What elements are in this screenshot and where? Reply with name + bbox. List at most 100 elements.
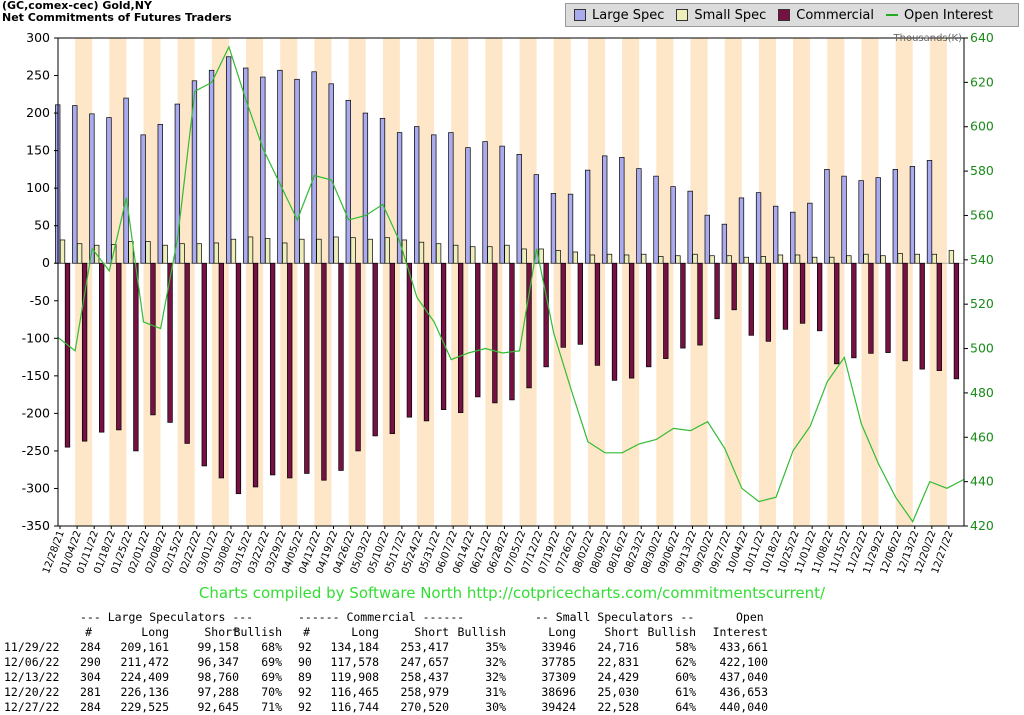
commercial-bar	[953, 262, 960, 380]
small-spec-bar	[282, 242, 288, 264]
table-cell: 70%	[261, 685, 282, 699]
small-spec-bar	[692, 253, 698, 264]
large-spec-bar	[277, 69, 283, 264]
legend-item: Large Spec	[574, 8, 664, 23]
large-spec-bar	[636, 168, 642, 264]
chart-title: (GC,comex-cec) Gold,NY Net Commitments o…	[2, 0, 232, 24]
large-spec-bar	[362, 112, 369, 264]
commercial-bar	[99, 262, 105, 433]
y-left-tick-label: 0	[42, 255, 50, 270]
y-right-tick-label: 520	[970, 296, 994, 311]
chart-title-line-1: (GC,comex-cec) Gold,NY	[2, 0, 152, 12]
small-spec-bar	[145, 241, 151, 264]
commercial-bar	[355, 262, 361, 452]
commercial-bar	[64, 262, 71, 448]
column-header: Long	[351, 625, 379, 639]
y-left-tick-label: 100	[26, 180, 50, 195]
y-right-tick-label: 540	[970, 252, 994, 267]
table-cell: 92	[298, 640, 312, 654]
small-spec-bar	[606, 253, 613, 264]
group-header-large-spec: --- Large Speculators ---	[80, 610, 254, 624]
large-spec-bar	[294, 78, 300, 264]
table-cell: 253,417	[400, 640, 449, 654]
legend-item: Open Interest	[886, 8, 993, 23]
commercial-bar	[475, 262, 481, 398]
table-cell: 119,908	[330, 670, 379, 684]
table-cell: 247,657	[400, 655, 449, 669]
y-right-unit-label: Thousands(K)	[893, 33, 963, 44]
table-cell: 99,158	[197, 640, 239, 654]
small-spec-bar	[760, 256, 767, 264]
small-spec-bar	[504, 244, 510, 264]
y-left-tick-label: -350	[22, 518, 50, 533]
commercial-bar	[919, 262, 925, 370]
commercial-bar	[851, 262, 857, 359]
large-spec-bar	[807, 202, 813, 264]
y-right-tick-label: 640	[970, 30, 994, 45]
large-spec-bar	[755, 192, 762, 264]
commercial-bar	[321, 262, 327, 481]
large-spec-bar	[875, 177, 881, 264]
commercial-bar	[817, 262, 823, 332]
commercial-bar	[834, 262, 840, 365]
y-left-tick-label: 250	[26, 68, 50, 83]
column-header: Bullish	[233, 625, 282, 639]
table-cell: 37785	[541, 655, 576, 669]
small-spec-bar	[829, 256, 835, 264]
table-cell: 258,979	[400, 685, 449, 699]
table-cell: 30%	[485, 700, 506, 714]
table-cell: 226,136	[120, 685, 169, 699]
small-spec-bar	[162, 244, 168, 264]
large-spec-bar	[465, 147, 471, 264]
y-left-tick-label: 200	[26, 105, 50, 120]
open-interest-line	[57, 45, 965, 523]
commercial-bar	[406, 262, 413, 418]
legend-label: Small Spec	[694, 7, 767, 23]
table-cell: 68%	[261, 640, 282, 654]
column-header: Short	[204, 625, 239, 639]
small-spec-bar	[247, 236, 254, 264]
small-spec-bar	[589, 254, 596, 264]
chart-title-line-2: Net Commitments of Futures Traders	[2, 11, 232, 24]
large-spec-bar	[926, 160, 933, 264]
table-cell: 304	[80, 670, 101, 684]
commercial-bar	[372, 262, 378, 437]
small-spec-bar	[264, 238, 271, 264]
row-date: 12/06/22	[4, 655, 60, 669]
table-cell: 92	[298, 700, 312, 714]
small-spec-bar	[299, 238, 305, 264]
y-left-tick-label: -300	[22, 480, 50, 495]
small-spec-bar	[487, 246, 493, 264]
commercial-bar	[628, 262, 635, 379]
legend-swatch	[778, 9, 791, 21]
y-right-tick-label: 560	[970, 207, 994, 222]
large-spec-bar	[106, 117, 112, 264]
small-spec-bar	[367, 238, 373, 264]
large-spec-bar	[670, 186, 676, 264]
large-spec-bar	[773, 205, 779, 264]
commercial-bar	[902, 262, 908, 362]
legend-label: Open Interest	[904, 7, 993, 23]
small-spec-bar	[384, 237, 390, 264]
large-spec-bar	[858, 180, 864, 264]
table-cell: 32%	[485, 655, 506, 669]
legend-item: Commercial	[778, 8, 874, 23]
group-header-open: Open	[736, 610, 764, 624]
commercial-bar	[509, 262, 515, 401]
commercial-bar	[646, 262, 652, 368]
column-header: Short	[414, 625, 449, 639]
large-spec-bar	[208, 69, 215, 264]
table-cell: 39424	[541, 700, 576, 714]
commercial-bar	[868, 262, 874, 354]
commercial-bar	[389, 262, 395, 435]
commercial-bar	[782, 262, 789, 330]
commercial-bar	[594, 262, 601, 366]
small-spec-bar	[350, 237, 356, 264]
commercial-bar	[611, 262, 618, 381]
legend-swatch	[676, 9, 689, 21]
small-spec-bar	[812, 256, 818, 264]
small-spec-bar	[641, 253, 647, 264]
commercial-bar	[167, 262, 173, 423]
small-spec-bar	[743, 256, 749, 264]
commercial-bar	[304, 262, 310, 474]
